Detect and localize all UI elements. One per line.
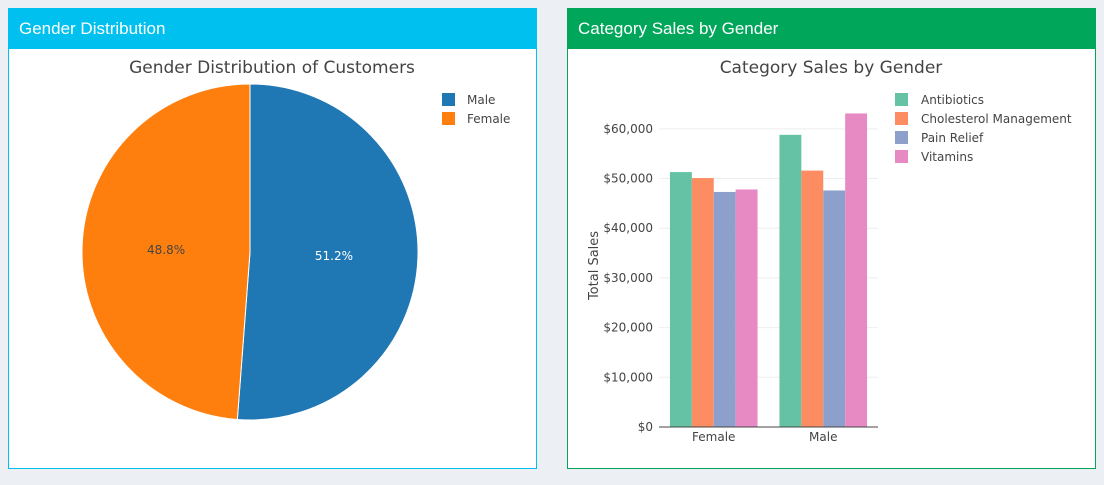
y-tick-label: $40,000	[603, 221, 653, 235]
bar-male-antibiotics	[779, 134, 802, 427]
gender-pie-chart: Gender Distribution of Customers 51.2% 48…	[81, 58, 510, 421]
y-tick-label: $0	[638, 420, 653, 434]
legend-item-vitamins: Vitamins	[921, 150, 973, 164]
bar-female-antibiotics	[669, 172, 692, 427]
pie-slice-label: 48.8%	[147, 243, 185, 257]
pie-slice-male	[236, 83, 419, 421]
legend-swatch	[895, 131, 908, 144]
bar-male-cholesterol-management	[801, 170, 824, 427]
x-tick-label: Female	[692, 430, 735, 444]
legend-swatch	[442, 93, 455, 106]
legend-swatch	[895, 150, 908, 163]
category-sales-bar-chart: Category Sales by Gender $0 $10,000 $20,00…	[587, 58, 1072, 444]
y-tick-label: $10,000	[603, 370, 653, 384]
legend-swatch	[895, 93, 908, 106]
bar-male-vitamins	[845, 113, 868, 428]
y-tick-label: $20,000	[603, 321, 653, 335]
legend-item-pain-relief: Pain Relief	[921, 131, 984, 145]
y-tick-label: $50,000	[603, 172, 653, 186]
bar-female-cholesterol-management	[691, 178, 714, 427]
bar-male-pain-relief	[823, 190, 846, 427]
bar-female-pain-relief	[713, 191, 736, 427]
chart-title: Category Sales by Gender	[720, 58, 943, 78]
pie-slice-label: 51.2%	[315, 249, 353, 263]
y-tick-label: $30,000	[603, 271, 653, 285]
category-sales-panel: Category Sales by Gender Category Sales …	[567, 8, 1096, 469]
chart-title: Gender Distribution of Customers	[129, 58, 415, 78]
legend-item-male: Male	[467, 93, 495, 107]
legend-item-cholesterol-management: Cholesterol Management	[921, 112, 1072, 126]
y-axis-label: Total Sales	[587, 231, 602, 301]
panel-header: Category Sales by Gender	[568, 9, 1095, 49]
gender-distribution-panel: Gender Distribution Gender Distribution …	[8, 8, 537, 469]
legend-item-female: Female	[467, 112, 510, 126]
legend-item-antibiotics: Antibiotics	[921, 93, 984, 107]
pie-slice-female	[81, 83, 251, 421]
legend-swatch	[895, 112, 908, 125]
y-tick-label: $60,000	[603, 122, 653, 136]
bar-female-vitamins	[735, 189, 758, 427]
panel-header: Gender Distribution	[9, 9, 536, 49]
x-tick-label: Male	[809, 430, 837, 444]
legend-swatch	[442, 112, 455, 125]
